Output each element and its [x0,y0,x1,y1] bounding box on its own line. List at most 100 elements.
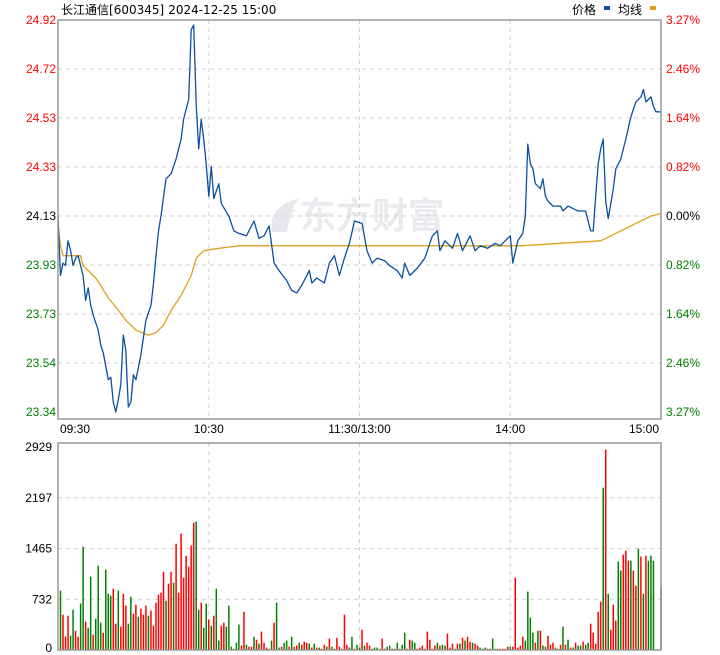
volume-tick-label: 2929 [25,440,52,454]
volume-bar [74,630,77,650]
volume-bar [318,647,321,650]
volume-bar [288,646,290,650]
volume-bar [615,620,617,650]
volume-bar [484,647,486,650]
volume-bar [79,603,82,650]
volume-bar [419,647,421,650]
volume-bar [135,604,137,650]
volume-bar [92,634,94,650]
volume-bar [228,605,230,650]
volume-bar [311,647,313,650]
pct-unit: % [689,160,700,174]
volume-bar [215,588,218,650]
volume-bar [115,623,117,650]
volume-bar [253,636,255,650]
volume-bar [140,608,142,650]
volume-bar [94,618,97,650]
volume-bar [180,533,182,650]
volume-bar [331,646,333,650]
volume-tick-label: 732 [32,592,52,606]
stock-name: 长江通信 [61,3,109,17]
volume-bar [155,602,157,650]
volume-bar [265,647,268,650]
time-tick-label: 09:30 [60,422,90,436]
volume-bar [99,622,102,650]
volume-bar [192,522,195,650]
volume-bar [346,644,348,650]
volume-bar [300,644,303,650]
volume-bar [197,609,200,650]
volume-bar [620,570,622,650]
volume-bar [175,543,177,650]
volume-bar [190,545,192,650]
pct-value: 1.64 [666,307,690,321]
volume-bar [572,647,574,650]
volume-bar [584,644,587,650]
volume-bar [366,642,368,650]
price-tick-label: 23.34 [26,405,56,419]
volume-bar [218,640,220,650]
volume-bar [607,593,609,650]
volume-bar [117,590,120,650]
volume-bar [187,566,190,650]
volume-bar [559,644,562,650]
volume-bar [527,591,529,650]
volume-bar [263,642,265,650]
volume-bar [476,645,479,650]
volume-bar [313,643,316,650]
volume-bar [517,647,519,650]
axis-labels: 24.92 3.27% 24.72 2.46% 24.53 1.64% 24.33 0.82%… [25,13,700,655]
price-tick-label: 23.73 [26,307,56,321]
volume-bar [512,646,514,650]
volume-bar [514,577,517,650]
volume-bar [544,646,547,650]
volume-bar [59,590,62,650]
volume-bar [627,560,630,650]
volume-bar [589,623,592,650]
volume-tick-label: 0 [45,641,52,655]
volume-bar [434,645,436,650]
volume-bar [167,583,170,650]
volume-bar [642,593,645,650]
volume-bar [185,555,187,650]
volume-bar [509,646,511,650]
volume-grid [58,443,661,650]
volume-bar [409,639,411,650]
volume-bar [240,645,243,650]
volume-bar [130,596,132,650]
volume-bar [112,588,115,650]
price-tick-label: 24.13 [26,209,56,223]
chart-datetime: 2024-12-25 15:00 [168,3,276,17]
watermark-logo-icon [271,198,300,232]
volume-bar [255,639,258,650]
volume-bar [491,638,494,650]
volume-bar [599,601,602,650]
legend-price-swatch [604,6,610,10]
volume-bar [220,625,223,650]
volume-bar [604,449,607,650]
pct-unit: % [689,62,700,76]
pct-value: 0.82 [666,160,690,174]
volume-bar [652,560,655,650]
volume-bar [225,626,228,650]
stock-title: 长江通信[600345] 2024-12-25 15:00 [61,3,276,17]
pct-unit: % [689,111,700,125]
volume-bar [157,594,160,650]
volume-bar [67,615,69,650]
volume-bar [290,636,293,650]
volume-bar [205,603,207,650]
volume-bar [202,627,205,650]
volume-bar [537,630,539,650]
volume-bar [414,642,416,650]
volume-bar [587,642,589,650]
volume-bar [243,611,245,650]
volume-bar [84,621,87,650]
volume-bar [451,643,454,650]
volume-bar [127,623,130,650]
volume-bar [554,647,557,650]
volume-bar [280,646,283,650]
stock-code: [600345] [109,3,164,17]
pct-value: 0.82 [666,258,690,272]
volume-bars [59,449,662,650]
